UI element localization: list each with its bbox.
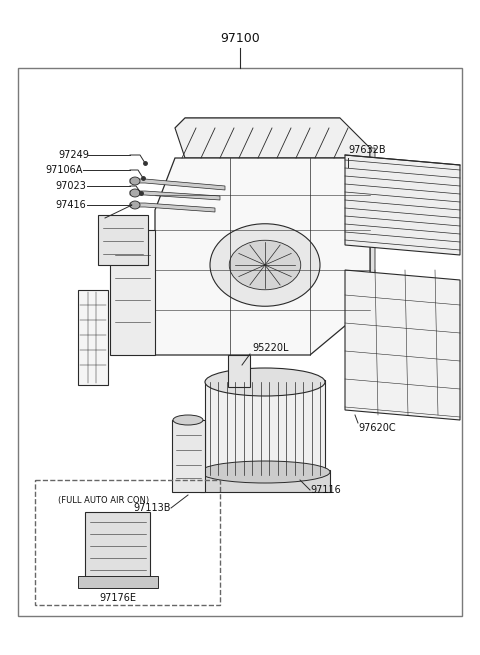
Text: 95220L: 95220L — [252, 343, 288, 353]
Polygon shape — [345, 270, 460, 420]
Polygon shape — [155, 158, 370, 355]
Text: (FULL AUTO AIR CON): (FULL AUTO AIR CON) — [58, 495, 149, 504]
Bar — [200, 470, 330, 492]
Ellipse shape — [200, 461, 330, 483]
Polygon shape — [130, 203, 215, 212]
Text: 97106A: 97106A — [45, 165, 83, 175]
Text: 97632B: 97632B — [348, 145, 385, 155]
Ellipse shape — [130, 177, 140, 185]
Ellipse shape — [229, 240, 301, 290]
Text: 97113B: 97113B — [133, 503, 170, 513]
Bar — [228, 355, 250, 387]
Bar — [35, 480, 220, 605]
Polygon shape — [370, 148, 375, 305]
Polygon shape — [172, 420, 205, 492]
Bar — [78, 290, 108, 385]
Bar — [78, 576, 158, 588]
Polygon shape — [130, 179, 225, 190]
Ellipse shape — [210, 224, 320, 307]
Bar — [18, 68, 462, 616]
Bar — [98, 215, 148, 265]
Bar — [205, 380, 325, 475]
Text: 97023: 97023 — [55, 181, 86, 191]
Text: 97416: 97416 — [55, 200, 86, 210]
Ellipse shape — [130, 201, 140, 209]
Text: 97176E: 97176E — [99, 593, 136, 603]
Text: 97100: 97100 — [220, 31, 260, 45]
Polygon shape — [175, 118, 340, 128]
Polygon shape — [130, 191, 220, 200]
Text: 97116: 97116 — [310, 485, 341, 495]
Polygon shape — [345, 155, 460, 255]
Ellipse shape — [173, 415, 203, 425]
Polygon shape — [175, 118, 370, 158]
Bar — [85, 512, 150, 577]
Text: 97620C: 97620C — [358, 423, 396, 433]
Ellipse shape — [130, 189, 140, 197]
Ellipse shape — [205, 368, 325, 396]
Polygon shape — [110, 230, 155, 355]
Text: 97249: 97249 — [58, 150, 89, 160]
